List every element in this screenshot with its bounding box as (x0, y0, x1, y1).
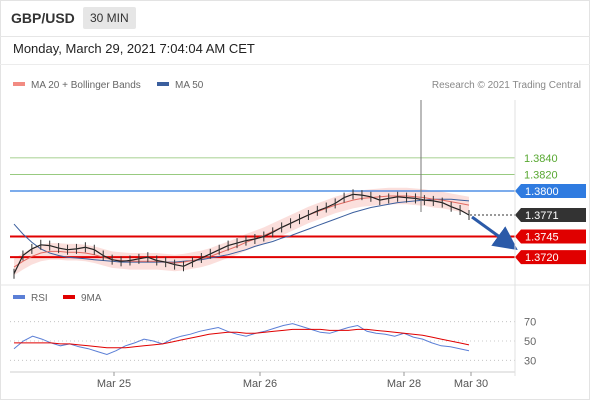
x-tick-label-2: Mar 28 (387, 378, 421, 390)
legend-rsi-ma: 9MA (63, 293, 102, 305)
chart-datetime: Monday, March 29, 2021 7:04:04 AM CET (13, 41, 255, 56)
rsi-level-label-0: 70 (524, 317, 536, 329)
legend-label-rsi-ma: 9MA (81, 293, 102, 304)
rsi-level-label-1: 50 (524, 336, 536, 348)
level-label-2: 1.3800 (525, 186, 559, 198)
x-tick-label-1: Mar 26 (243, 378, 277, 390)
legend-label-rsi: RSI (31, 293, 48, 304)
level-tag-2 (515, 184, 586, 198)
ma50-line (13, 198, 470, 263)
level-tag-5 (515, 250, 586, 265)
legend-swatch-rsi-ma (63, 295, 75, 300)
legend-swatch-rsi (13, 295, 25, 300)
header-divider (0, 36, 590, 37)
level-label-4: 1.3745 (525, 232, 559, 244)
price-line (13, 193, 470, 274)
legend-rsi: RSI (13, 293, 48, 305)
bollinger-band (14, 187, 469, 276)
research-credit: Research © 2021 Trading Central (431, 80, 581, 91)
level-tag-4 (515, 229, 586, 244)
legend-label-ma20: MA 20 + Bollinger Bands (31, 80, 141, 91)
chart-header: GBP/USD 30 MIN (0, 0, 590, 36)
ma20-line (13, 195, 470, 268)
projection-arrow (471, 215, 518, 251)
legend-swatch-ma50 (157, 82, 169, 87)
x-tick-label-3: Mar 30 (454, 378, 488, 390)
legend-ma50: MA 50 (157, 80, 203, 92)
level-tag-3 (515, 207, 586, 222)
rsi-line (13, 323, 470, 356)
rsi-ma-line (14, 328, 470, 349)
legend-swatch-ma20 (13, 82, 25, 87)
level-label-3: 1.3771 (525, 210, 559, 222)
level-label-1: 1.3820 (524, 169, 558, 181)
timeframe-button[interactable]: 30 MIN (83, 7, 136, 29)
x-tick-label-0: Mar 25 (97, 378, 131, 390)
rsi-level-label-2: 30 (524, 355, 536, 367)
date-divider (0, 64, 590, 65)
level-label-5: 1.3720 (525, 252, 559, 264)
legend-label-ma50: MA 50 (175, 80, 204, 91)
currency-pair-title: GBP/USD (11, 10, 75, 26)
legend-ma20-bollinger: MA 20 + Bollinger Bands (13, 80, 141, 92)
level-label-0: 1.3840 (524, 153, 558, 165)
